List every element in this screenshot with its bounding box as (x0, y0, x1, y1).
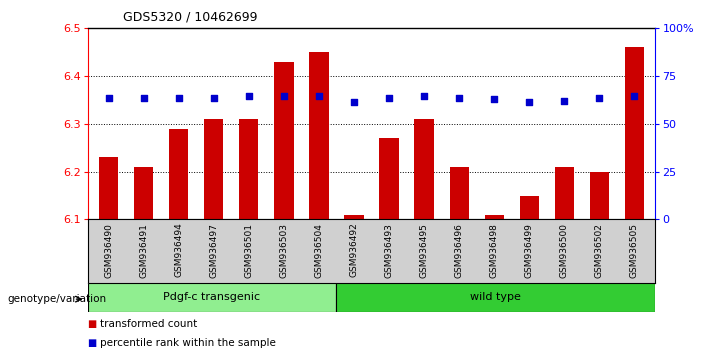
Bar (590, 172, 609, 219)
Text: GSM936491: GSM936491 (139, 223, 148, 278)
Text: genotype/variation: genotype/variation (7, 294, 106, 304)
Text: GSM936498: GSM936498 (490, 223, 498, 278)
Bar (134, 167, 154, 219)
Text: GDS5320 / 10462699: GDS5320 / 10462699 (123, 11, 257, 24)
Bar (239, 119, 259, 219)
Text: GSM936504: GSM936504 (315, 223, 323, 278)
Bar (379, 138, 399, 219)
Text: GSM936503: GSM936503 (280, 223, 288, 278)
Point (629, 93, 640, 99)
Point (313, 93, 325, 99)
Bar (519, 195, 539, 219)
Point (524, 99, 535, 105)
Text: Pdgf-c transgenic: Pdgf-c transgenic (163, 292, 260, 302)
Bar (88, 283, 336, 312)
Text: GSM936492: GSM936492 (350, 223, 358, 278)
Bar (204, 119, 224, 219)
Text: GSM936490: GSM936490 (104, 223, 113, 278)
Bar (309, 52, 329, 219)
Bar (344, 215, 364, 219)
Point (138, 95, 149, 101)
Bar (99, 157, 118, 219)
Point (103, 95, 114, 101)
Text: GSM936495: GSM936495 (420, 223, 428, 278)
Point (243, 93, 254, 99)
Bar (484, 215, 504, 219)
Point (383, 95, 395, 101)
Point (418, 93, 430, 99)
Point (208, 95, 219, 101)
Text: ■: ■ (88, 338, 97, 348)
Text: GSM936505: GSM936505 (630, 223, 639, 278)
Bar (336, 283, 655, 312)
Point (454, 95, 465, 101)
Text: ■: ■ (88, 319, 97, 329)
Bar (169, 129, 189, 219)
Text: GSM936502: GSM936502 (595, 223, 604, 278)
Bar (449, 167, 469, 219)
Text: GSM936493: GSM936493 (385, 223, 393, 278)
Text: GSM936494: GSM936494 (175, 223, 183, 278)
Text: percentile rank within the sample: percentile rank within the sample (100, 338, 276, 348)
Point (348, 99, 360, 105)
Bar (414, 119, 434, 219)
Text: GSM936497: GSM936497 (210, 223, 218, 278)
Point (278, 93, 290, 99)
Point (559, 98, 570, 104)
Text: GSM936499: GSM936499 (525, 223, 533, 278)
Point (489, 96, 500, 102)
Text: wild type: wild type (470, 292, 521, 302)
Text: GSM936500: GSM936500 (560, 223, 569, 278)
Text: GSM936496: GSM936496 (455, 223, 463, 278)
Point (594, 95, 605, 101)
Point (173, 95, 184, 101)
Text: transformed count: transformed count (100, 319, 198, 329)
Bar (274, 62, 294, 219)
Bar (625, 47, 644, 219)
Text: GSM936501: GSM936501 (245, 223, 253, 278)
Bar (554, 167, 574, 219)
